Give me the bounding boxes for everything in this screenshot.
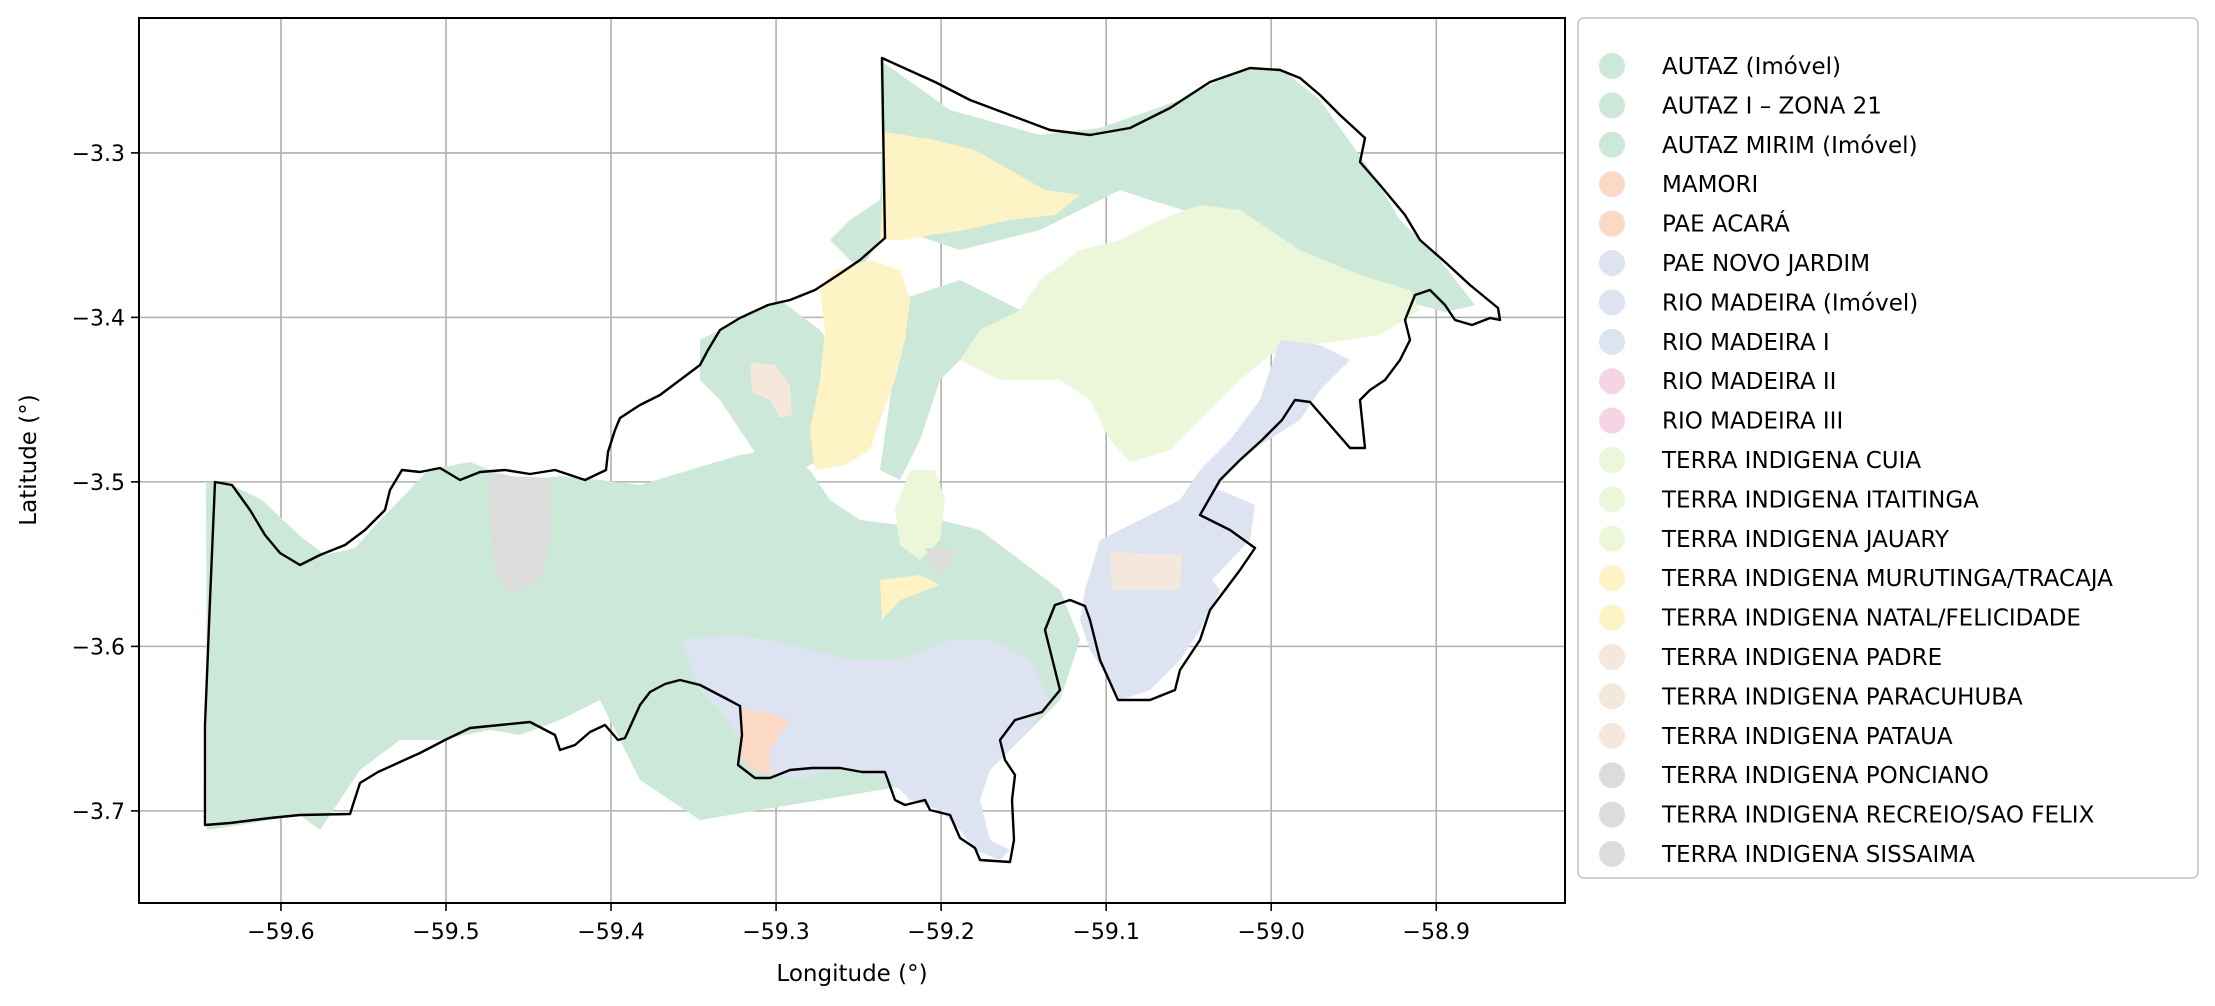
municipality-boundary [203, 56, 1502, 864]
x-tick-label: −59.6 [247, 920, 314, 945]
legend-label: AUTAZ I – ZONA 21 [1662, 93, 1882, 119]
region-autaz-north [830, 60, 1475, 312]
region-ti-recreio [488, 475, 552, 595]
legend-marker [1599, 131, 1625, 158]
region-ti-sissaima [925, 548, 955, 572]
legend-marker [1599, 565, 1625, 592]
legend-marker [1599, 289, 1625, 316]
region-ti-natal [810, 260, 910, 470]
region-pae-novo-jardim [680, 635, 1050, 860]
legend-label: TERRA INDIGENA RECREIO/SAO FELIX [1661, 803, 2095, 829]
legend: AUTAZ (Imóvel) AUTAZ I – ZONA 21 AUTAZ MIR… [1577, 17, 2199, 879]
legend-label: AUTAZ MIRIM (Imóvel) [1662, 133, 1918, 159]
legend-marker [1599, 210, 1625, 237]
legend-marker [1599, 447, 1625, 473]
legend-marker [1599, 801, 1625, 828]
region-rio-madeira-east [1080, 490, 1255, 700]
y-tick-label: −3.7 [72, 800, 125, 825]
legend-label: PAE ACARÁ [1662, 210, 1790, 238]
y-axis-title: Latitude (°) [16, 394, 42, 525]
legend-marker [1599, 250, 1625, 276]
legend-label: AUTAZ (Imóvel) [1662, 54, 1841, 80]
x-tick-label: −59.1 [1072, 920, 1139, 945]
legend-marker [1599, 841, 1625, 867]
legend-marker [1599, 683, 1625, 710]
legend-marker [1599, 328, 1625, 355]
legend-marker [1599, 525, 1625, 552]
legend-label: TERRA INDIGENA PATAUA [1661, 724, 1953, 750]
legend-label: MAMORI [1662, 172, 1758, 198]
legend-marker [1599, 486, 1625, 513]
legend-label: TERRA INDIGENA PARACUHUBA [1661, 684, 2023, 710]
region-ti-padre [1110, 552, 1182, 590]
legend-box [1577, 17, 2199, 879]
x-tick-label: −59.5 [412, 920, 479, 945]
region-mamori [738, 710, 790, 775]
legend-marker [1599, 722, 1625, 749]
region-ti-pataua [750, 362, 792, 418]
y-axis-ticks: −3.3 −3.4 −3.5 −3.6 −3.7 [72, 142, 139, 825]
legend-label: RIO MADEIRA II [1662, 369, 1836, 395]
x-tick-label: −59.4 [577, 920, 644, 945]
legend-label: TERRA INDIGENA NATAL/FELICIDADE [1661, 606, 2081, 632]
legend-marker [1599, 762, 1625, 789]
legend-label: TERRA INDIGENA PONCIANO [1661, 763, 1989, 789]
x-axis-title: Longitude (°) [776, 961, 927, 987]
y-tick-label: −3.3 [72, 142, 125, 167]
x-axis-ticks: −59.6 −59.5 −59.4 −59.3 −59.2 −59.1 −59.0 −58.9 [247, 903, 1470, 945]
legend-label: TERRA INDIGENA ITAITINGA [1661, 487, 1979, 513]
x-tick-label: −59.0 [1238, 920, 1305, 945]
legend-label: TERRA INDIGENA SISSAIMA [1661, 842, 1975, 868]
legend-label: RIO MADEIRA III [1662, 409, 1843, 435]
legend-marker [1599, 407, 1625, 434]
x-tick-label: −59.2 [907, 920, 974, 945]
region-ti-natal-south [880, 575, 940, 620]
y-tick-label: −3.4 [72, 306, 125, 331]
region-ti-cuia [960, 205, 1420, 462]
legend-marker [1599, 53, 1625, 79]
legend-label: RIO MADEIRA I [1662, 330, 1830, 356]
region-ti-jauary [895, 470, 945, 560]
y-tick-label: −3.6 [72, 635, 125, 660]
legend-label: TERRA INDIGENA JAUARY [1661, 527, 1950, 553]
legend-marker [1599, 604, 1625, 631]
y-tick-label: −3.5 [72, 471, 125, 496]
legend-label: TERRA INDIGENA CUIA [1661, 448, 1921, 474]
map-regions [206, 60, 1475, 860]
x-tick-label: −59.3 [742, 920, 809, 945]
legend-label: RIO MADEIRA (Imóvel) [1662, 290, 1918, 316]
legend-marker [1599, 644, 1625, 670]
x-tick-label: −58.9 [1403, 920, 1470, 945]
legend-marker [1599, 368, 1625, 395]
axes-frame [138, 17, 1566, 904]
legend-marker [1599, 92, 1625, 119]
region-rio-madeira [1180, 340, 1350, 520]
legend-label: PAE NOVO JARDIM [1662, 251, 1870, 277]
legend-label: TERRA INDIGENA MURUTINGA/TRACAJA [1661, 566, 2113, 592]
legend-marker [1599, 171, 1625, 198]
legend-label: TERRA INDIGENA PADRE [1661, 645, 1942, 671]
region-ti-murutinga [880, 132, 1080, 240]
